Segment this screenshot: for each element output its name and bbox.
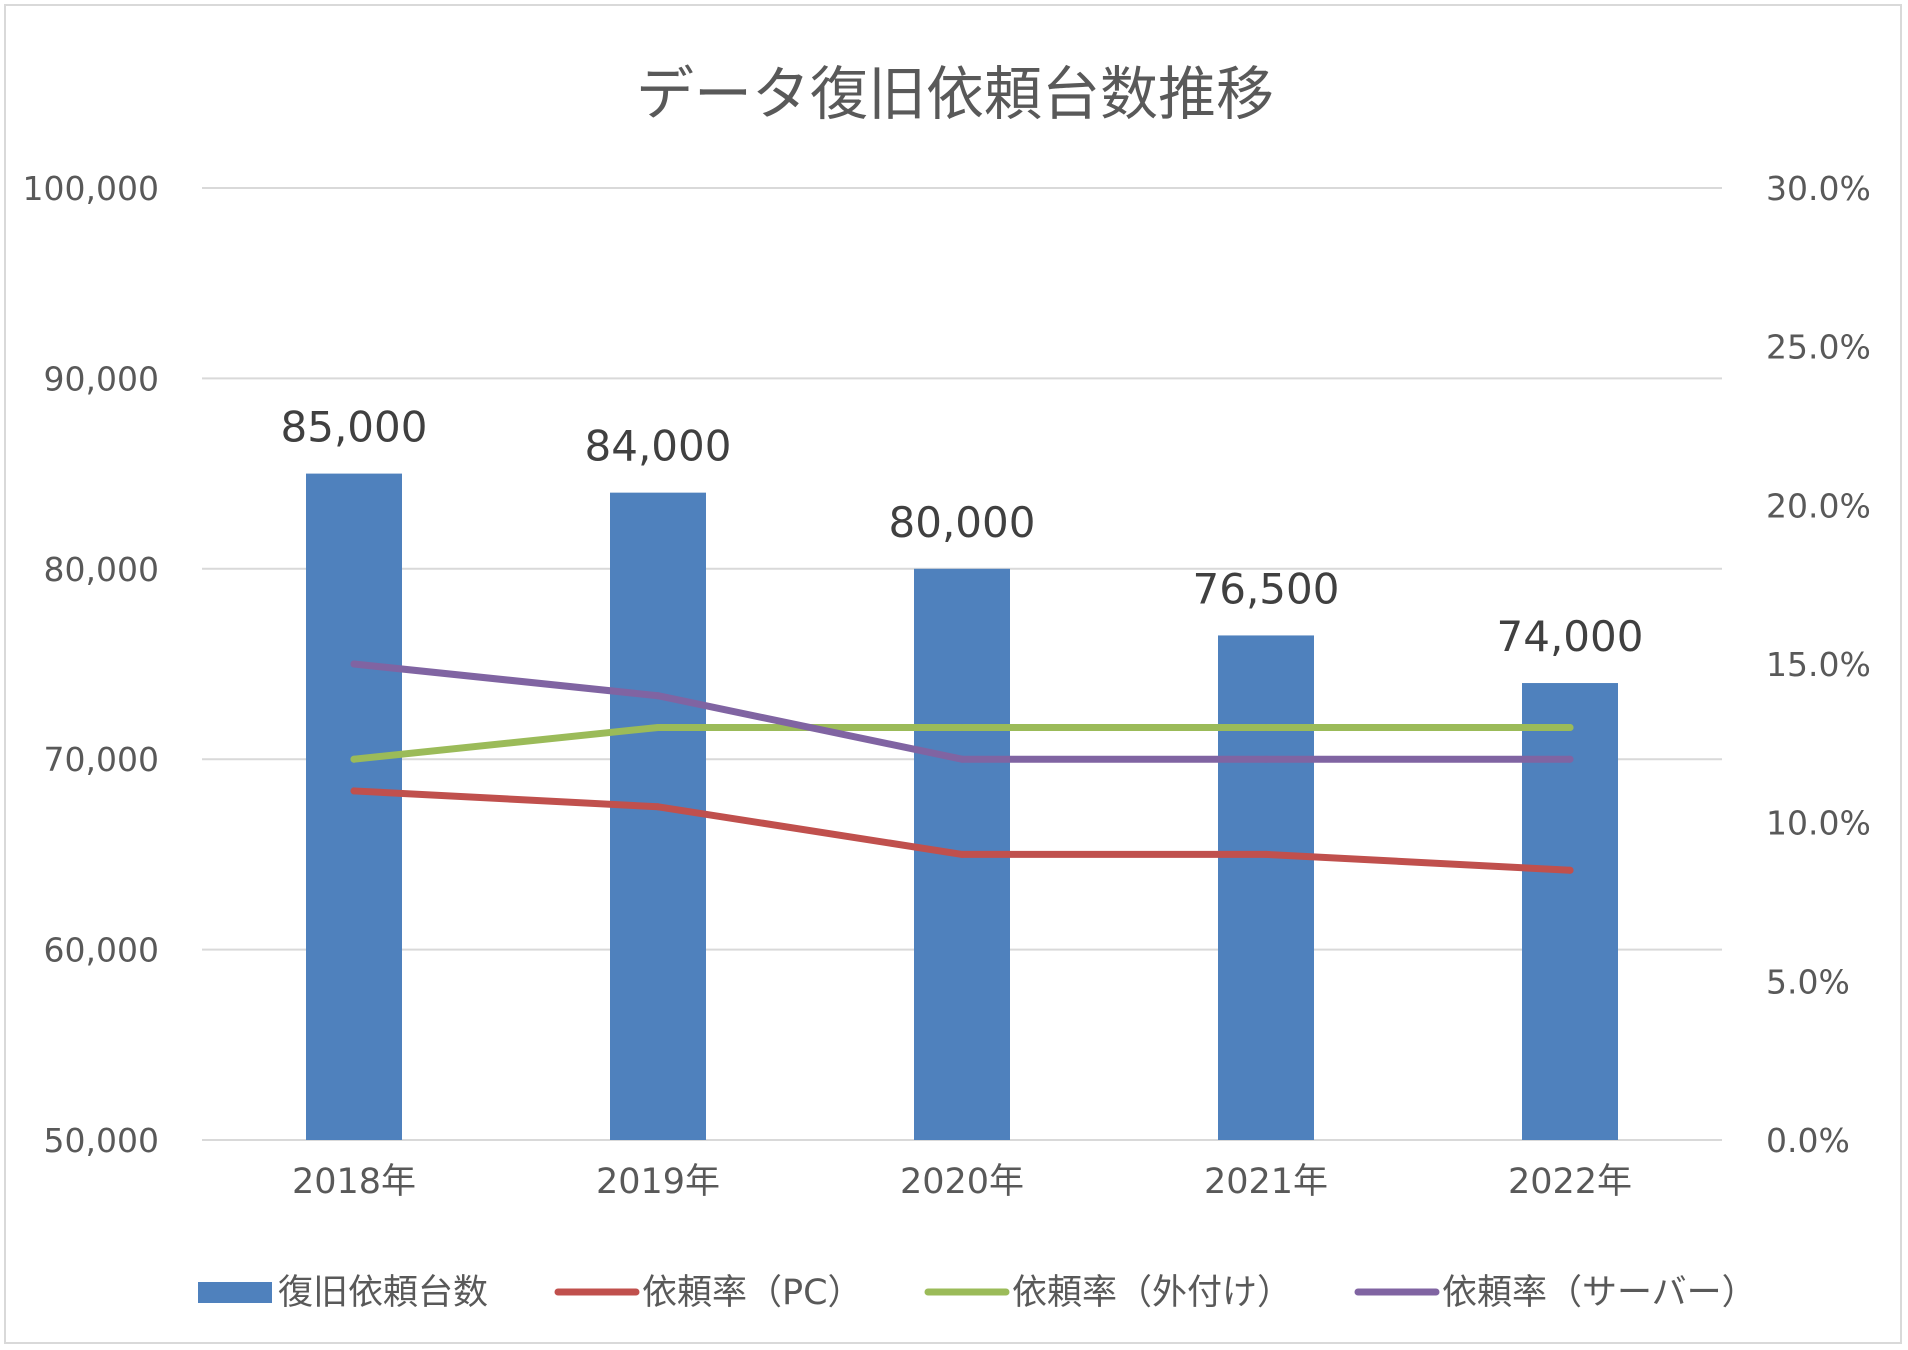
left-axis-tick-label: 50,000 — [44, 1121, 159, 1160]
x-axis: 2018年 2019年 2020年 2021年 2022年 — [292, 1162, 1632, 1202]
bar-series — [306, 473, 1618, 1141]
legend: 復旧依頼台数 依頼率（PC） 依頼率（外付け） 依頼率（サーバー） — [198, 1273, 1757, 1313]
line-point — [1262, 723, 1270, 731]
line-point — [958, 755, 966, 763]
line-point — [350, 787, 358, 795]
chart-frame: データ復旧依頼台数推移 85,000 84,000 80,000 76,500 74,0… — [4, 4, 1902, 1344]
legend-label: 依頼率（外付け） — [1012, 1273, 1292, 1313]
left-axis-tick-label: 70,000 — [44, 740, 159, 779]
bar-data-label: 84,000 — [585, 422, 732, 471]
line-point — [350, 660, 358, 668]
legend-label: 復旧依頼台数 — [278, 1273, 488, 1313]
legend-label: 依頼率（サーバー） — [1442, 1273, 1757, 1313]
bar-data-label: 76,500 — [1193, 564, 1340, 613]
line-point — [1566, 723, 1574, 731]
x-axis-tick-label: 2021年 — [1204, 1162, 1328, 1202]
legend-swatch-bar — [198, 1282, 272, 1303]
line-point — [1566, 866, 1574, 874]
bar-data-label: 85,000 — [281, 403, 428, 452]
x-axis-tick-label: 2019年 — [596, 1162, 720, 1202]
bar-2019年 — [610, 492, 706, 1140]
x-axis-tick-label: 2020年 — [900, 1162, 1024, 1202]
line-point — [350, 755, 358, 763]
data-labels: 85,000 84,000 80,000 76,500 74,000 — [281, 403, 1644, 661]
chart: データ復旧依頼台数推移 85,000 84,000 80,000 76,500 74,0… — [23, 60, 1871, 1313]
chart-title: データ復旧依頼台数推移 — [636, 60, 1274, 128]
line-point — [1262, 755, 1270, 763]
line-point — [958, 723, 966, 731]
bar-data-label: 74,000 — [1497, 612, 1644, 661]
line-point — [958, 850, 966, 858]
left-axis-tick-label: 100,000 — [23, 169, 159, 208]
left-axis-tick-label: 90,000 — [44, 359, 159, 398]
bar-data-label: 80,000 — [889, 498, 1036, 547]
line-point — [654, 692, 662, 700]
bar-2022年 — [1522, 683, 1618, 1140]
right-axis: 0.0% 5.0% 10.0% 15.0% 20.0% 25.0% 30.0% — [1766, 169, 1871, 1160]
legend-label: 依頼率（PC） — [642, 1273, 863, 1313]
x-axis-tick-label: 2018年 — [292, 1162, 416, 1202]
left-axis: 50,000 60,000 70,000 80,000 90,000 100,000 — [23, 169, 159, 1160]
right-axis-tick-label: 25.0% — [1766, 328, 1871, 367]
left-axis-tick-label: 80,000 — [44, 550, 159, 589]
line-point — [1566, 755, 1574, 763]
line-point — [1262, 850, 1270, 858]
bar-2021年 — [1218, 635, 1314, 1140]
line-point — [654, 803, 662, 811]
right-axis-tick-label: 20.0% — [1766, 486, 1871, 525]
right-axis-tick-label: 10.0% — [1766, 804, 1871, 843]
line-point — [654, 723, 662, 731]
x-axis-tick-label: 2022年 — [1508, 1162, 1632, 1202]
right-axis-tick-label: 30.0% — [1766, 169, 1871, 208]
line-series — [350, 660, 1574, 874]
bar-2018年 — [306, 473, 402, 1141]
right-axis-tick-label: 5.0% — [1766, 962, 1850, 1001]
right-axis-tick-label: 15.0% — [1766, 645, 1871, 684]
left-axis-tick-label: 60,000 — [44, 931, 159, 970]
right-axis-tick-label: 0.0% — [1766, 1121, 1850, 1160]
